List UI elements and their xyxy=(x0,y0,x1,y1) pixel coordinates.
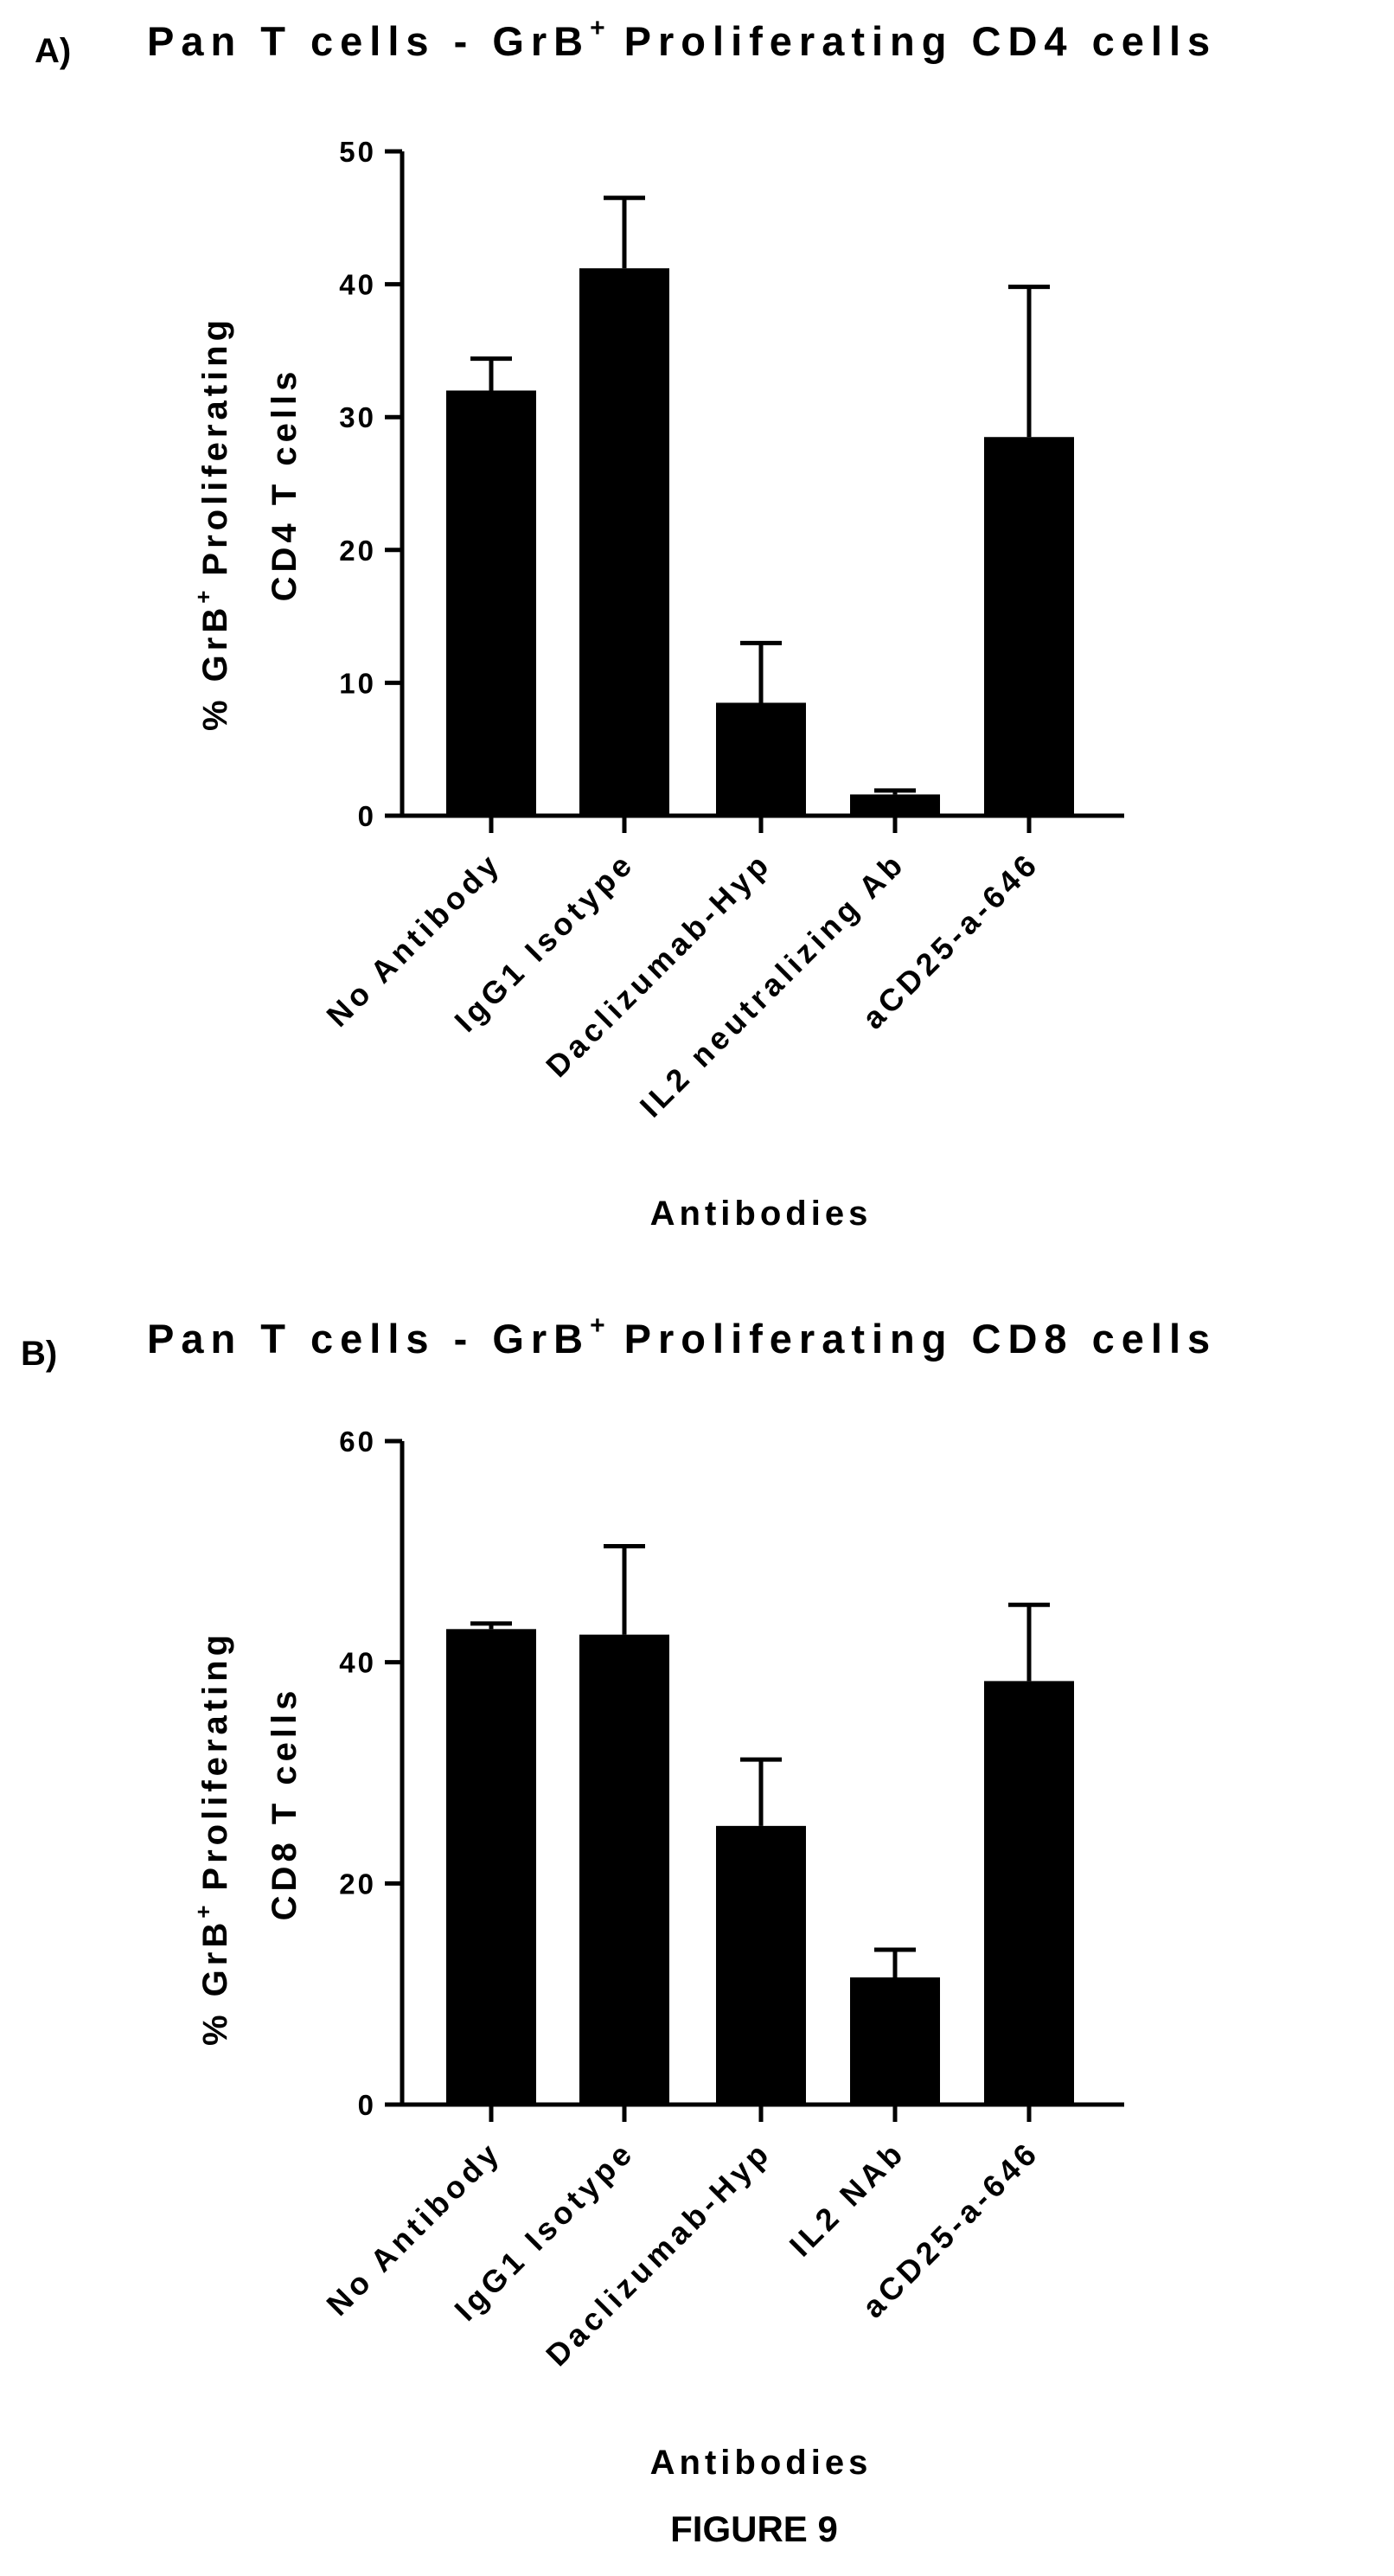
panel-a-category-label: Daclizumab-Hyp xyxy=(539,845,778,1085)
panel-a-ylabel-superscript: + xyxy=(190,586,216,604)
panel-b-title-superscript: + xyxy=(590,1311,612,1340)
panel-a-tag: A) xyxy=(35,32,71,70)
panel-a-ytick-label: 0 xyxy=(358,800,376,832)
panel-a: A) Pan T cells - GrB+ Proliferating CD4 c… xyxy=(35,14,1217,1233)
panel-b-xlabel: Antibodies xyxy=(650,2444,873,2482)
panel-b-title: Pan T cells - GrB+ Proliferating CD8 cell… xyxy=(147,1311,1217,1362)
panel-b-ytick-label: 60 xyxy=(339,1426,376,1458)
panel-b: B) Pan T cells - GrB+ Proliferating CD8 c… xyxy=(21,1311,1217,2482)
panel-a-ytick-label: 10 xyxy=(339,667,376,699)
panel-a-title-superscript: + xyxy=(590,14,612,42)
panel-a-ylabel-line1: % GrB+ Proliferating xyxy=(190,316,234,731)
panel-a-title: Pan T cells - GrB+ Proliferating CD4 cell… xyxy=(147,14,1217,64)
panel-a-ylabel-prefix: % GrB xyxy=(196,604,234,731)
panel-a-ylabel-line2: CD4 T cells xyxy=(265,368,304,602)
panel-a-ylabel-line1-group: % GrB+ Proliferating xyxy=(190,316,234,731)
panel-b-ylabel-line1-group: % GrB+ Proliferating xyxy=(190,1631,234,2046)
panel-b-bar xyxy=(984,1681,1074,2105)
figure-caption: FIGURE 9 xyxy=(670,2509,838,2549)
panel-a-ytick-label: 30 xyxy=(339,401,376,433)
panel-b-category-label: Daclizumab-Hyp xyxy=(539,2134,778,2374)
panel-b-bar xyxy=(446,1629,536,2105)
panel-a-category-label: IL2 neutralizing Ab xyxy=(633,845,912,1125)
panel-b-ylabel-suffix: Proliferating xyxy=(196,1631,234,1891)
panel-b-title-prefix: Pan T cells - GrB xyxy=(147,1316,590,1362)
panel-b-ylabel-line1: % GrB+ Proliferating xyxy=(190,1631,234,2046)
panel-a-bar xyxy=(716,702,806,816)
panel-b-ylabel-superscript: + xyxy=(190,1901,216,1919)
panel-b-title-suffix: Proliferating CD8 cells xyxy=(624,1316,1218,1362)
panel-b-ylabel-line2: CD8 T cells xyxy=(265,1687,304,1921)
panel-b-bar xyxy=(716,1825,806,2105)
panel-a-bar xyxy=(984,437,1074,816)
panel-b-tag: B) xyxy=(21,1335,57,1373)
panel-a-title-suffix: Proliferating CD4 cells xyxy=(624,18,1218,64)
panel-a-ytick-label: 20 xyxy=(339,535,376,567)
panel-a-bar xyxy=(850,794,940,816)
panel-b-bar xyxy=(579,1634,669,2105)
panel-a-bar xyxy=(446,390,536,816)
panel-b-ytick-label: 0 xyxy=(358,2089,376,2121)
panel-a-bar xyxy=(579,268,669,817)
panel-a-xlabel: Antibodies xyxy=(650,1195,873,1233)
panel-b-category-label: IL2 NAb xyxy=(783,2134,912,2264)
panel-b-ytick-label: 20 xyxy=(339,1868,376,1900)
panel-a-title-prefix: Pan T cells - GrB xyxy=(147,18,590,64)
panel-a-ytick-label: 50 xyxy=(339,136,376,168)
panel-a-ytick-label: 40 xyxy=(339,269,376,301)
panel-b-bar xyxy=(850,1977,940,2105)
panel-a-ylabel-suffix: Proliferating xyxy=(196,316,234,576)
panel-b-ylabel-prefix: % GrB xyxy=(196,1919,234,2046)
panel-b-ytick-label: 40 xyxy=(339,1647,376,1679)
